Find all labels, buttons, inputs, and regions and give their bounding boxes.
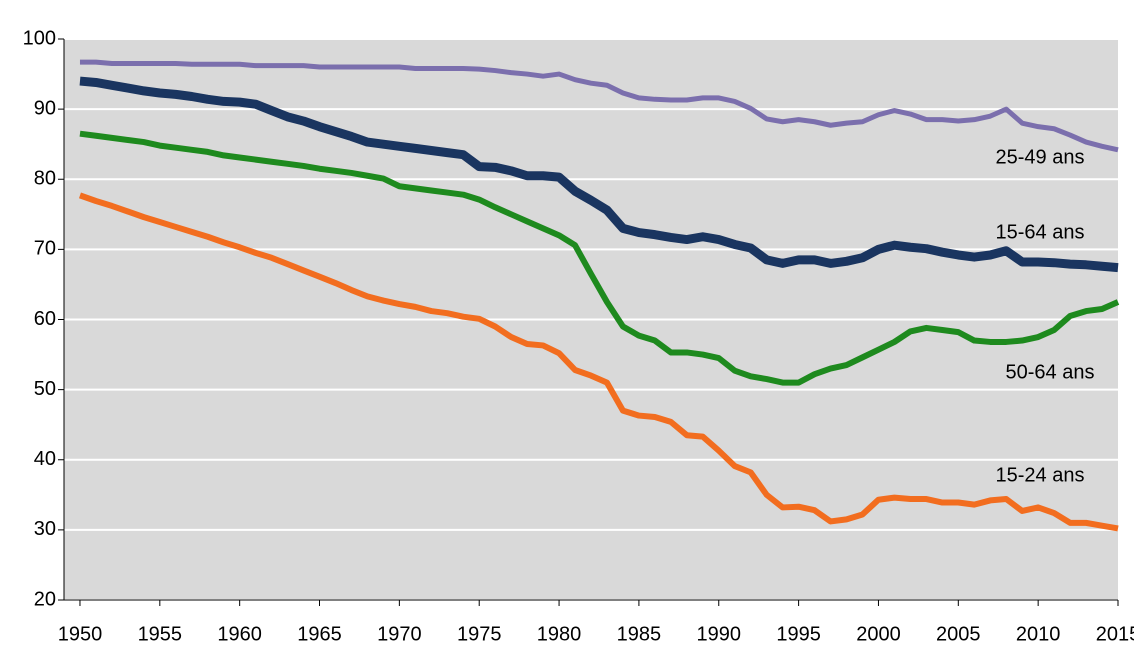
x-tick-label: 1970 (377, 623, 422, 645)
x-tick-label: 1985 (617, 623, 662, 645)
y-tick-label: 30 (34, 518, 56, 540)
series-label: 15-24 ans (996, 464, 1085, 486)
x-tick-label: 1950 (58, 623, 103, 645)
x-tick-label: 2010 (1016, 623, 1061, 645)
x-tick-label: 2015 (1096, 623, 1134, 645)
x-tick-label: 1960 (217, 623, 262, 645)
series-label: 50-64 ans (1006, 361, 1095, 383)
x-tick-label: 1995 (776, 623, 821, 645)
x-tick-label: 2000 (856, 623, 901, 645)
series-line (79, 59, 1119, 153)
y-tick-label: 40 (34, 448, 56, 470)
series-label: 25-49 ans (996, 146, 1085, 168)
y-tick-label: 80 (34, 168, 56, 190)
series-line (79, 130, 1120, 386)
x-tick-label: 1955 (138, 623, 183, 645)
y-tick-label: 60 (34, 308, 56, 330)
x-tick-label: 1965 (297, 623, 342, 645)
series-line (79, 76, 1119, 273)
y-tick-label: 100 (23, 27, 56, 49)
y-tick-label: 50 (34, 378, 56, 400)
x-tick-label: 1990 (697, 623, 742, 645)
series-label: 15-64 ans (996, 221, 1085, 243)
y-tick-label: 20 (34, 588, 56, 610)
series-line (78, 192, 1119, 532)
x-tick-label: 1980 (537, 623, 582, 645)
y-tick-label: 90 (34, 97, 56, 119)
y-tick-label: 70 (34, 238, 56, 260)
x-tick-label: 1975 (457, 623, 502, 645)
x-tick-label: 2005 (936, 623, 981, 645)
